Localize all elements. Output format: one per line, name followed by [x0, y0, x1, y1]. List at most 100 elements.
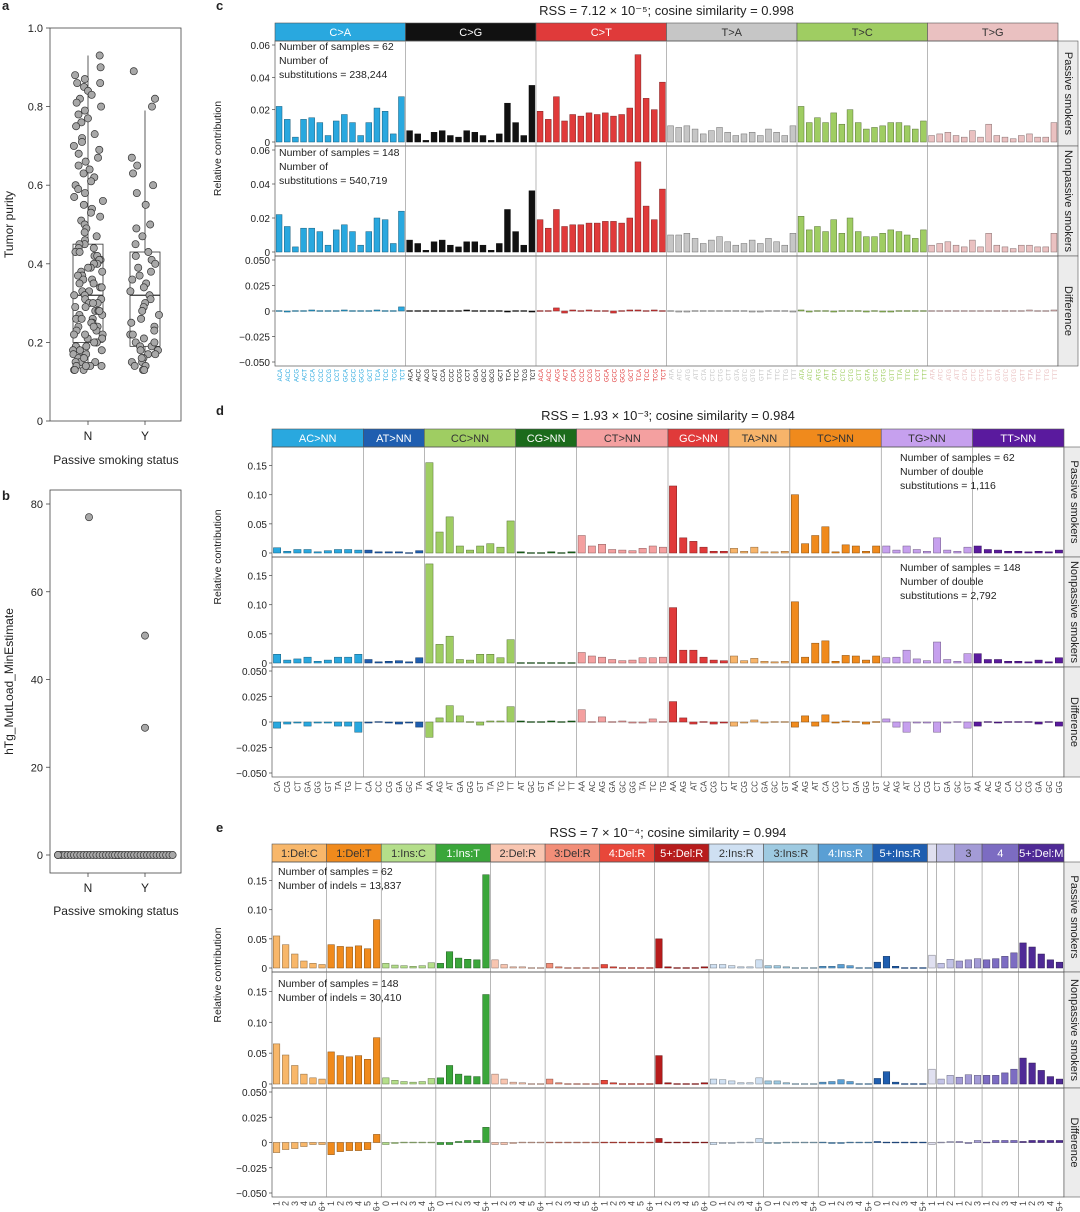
y-tick-label: 0.4 — [28, 259, 43, 271]
bar — [719, 660, 728, 664]
bar — [748, 132, 756, 143]
bar — [569, 309, 576, 312]
bar — [455, 1141, 463, 1143]
bar — [819, 1141, 827, 1144]
data-point — [168, 851, 177, 859]
data-point — [82, 342, 91, 351]
bar — [309, 963, 317, 969]
bar — [646, 967, 654, 969]
bar — [364, 1142, 372, 1150]
bar — [455, 136, 462, 143]
category-label: CT — [933, 781, 942, 792]
y-tick-label: 0 — [37, 850, 43, 862]
bar — [819, 966, 827, 969]
bar — [1055, 1140, 1063, 1143]
category-label: 0 — [381, 1201, 391, 1206]
bar — [854, 231, 862, 253]
bar — [496, 243, 503, 253]
bar — [273, 721, 281, 729]
bar — [390, 133, 397, 143]
bar — [683, 125, 691, 143]
bar — [831, 551, 840, 554]
category-label: 3 — [463, 1201, 473, 1206]
data-point — [87, 90, 96, 99]
bar — [482, 874, 490, 969]
bar — [496, 546, 505, 554]
category-label: GC — [953, 781, 962, 793]
bar — [332, 229, 340, 253]
category-label: 2 — [781, 1201, 791, 1206]
bar — [527, 1141, 535, 1144]
data-point — [139, 334, 148, 343]
data-point — [141, 723, 149, 732]
bar — [365, 231, 372, 253]
category-label: 4 — [745, 1201, 755, 1206]
bar — [923, 551, 931, 554]
bar — [700, 243, 707, 253]
bar — [755, 959, 763, 969]
bar — [757, 310, 764, 313]
bar — [969, 310, 976, 312]
bar — [283, 721, 292, 725]
data-point — [150, 326, 159, 335]
bar — [573, 967, 581, 969]
bar — [708, 130, 715, 143]
bar — [691, 1141, 699, 1144]
bar — [327, 1142, 335, 1155]
bar — [1009, 138, 1017, 143]
bar — [406, 130, 413, 143]
bar — [943, 659, 952, 664]
y-tick-label: 20 — [31, 762, 43, 774]
y-tick-label: 40 — [31, 675, 43, 687]
category-label: GTC — [873, 368, 879, 381]
category-label: CCT — [466, 369, 472, 382]
bar — [283, 551, 292, 554]
y-tick-label: 0.8 — [28, 102, 43, 114]
category-label: 2 — [335, 1201, 345, 1206]
bar — [1042, 136, 1049, 143]
bar — [628, 659, 637, 664]
bar — [781, 244, 788, 253]
bar — [496, 657, 505, 664]
bar — [300, 1073, 308, 1085]
panel-label-d: d — [216, 403, 224, 418]
facet-label: Difference — [1068, 697, 1080, 747]
bar — [1004, 721, 1013, 723]
category-label: CA — [821, 780, 830, 792]
group-header-label: TT>NN — [1000, 433, 1036, 445]
bar — [618, 549, 627, 554]
data-point — [79, 169, 88, 178]
category-label: TT — [354, 781, 363, 791]
bar — [928, 244, 935, 253]
bar — [464, 1140, 472, 1143]
bar — [373, 217, 381, 253]
bar — [946, 1075, 954, 1085]
data-point — [69, 141, 78, 150]
data-point — [78, 138, 86, 146]
category-label: CTA — [963, 369, 969, 381]
y-tick-label: 0.050 — [242, 1088, 267, 1099]
y-tick-label: −0.050 — [239, 358, 270, 369]
bar — [405, 721, 413, 724]
bar — [564, 967, 572, 969]
category-label: CG — [710, 781, 719, 793]
data-point — [81, 362, 90, 370]
bar — [983, 959, 991, 969]
category-label: 2 — [281, 1201, 291, 1206]
y-tick-label: 0.10 — [248, 906, 268, 917]
bar — [400, 965, 408, 969]
category-label: ATC — [678, 368, 684, 380]
bar — [1050, 309, 1058, 312]
bar — [764, 1080, 772, 1085]
bar — [700, 1141, 708, 1144]
bar — [577, 310, 585, 312]
bar — [427, 962, 435, 969]
bar — [381, 111, 389, 143]
bar — [600, 964, 608, 969]
bar — [381, 219, 389, 253]
bar — [760, 661, 769, 664]
bar — [504, 310, 511, 313]
bar — [1014, 551, 1023, 554]
category-label: 2 — [554, 1201, 564, 1206]
panel-e: e RSS = 7 × 10⁻⁴; cosine similarity = 0.9… — [212, 820, 1080, 1211]
